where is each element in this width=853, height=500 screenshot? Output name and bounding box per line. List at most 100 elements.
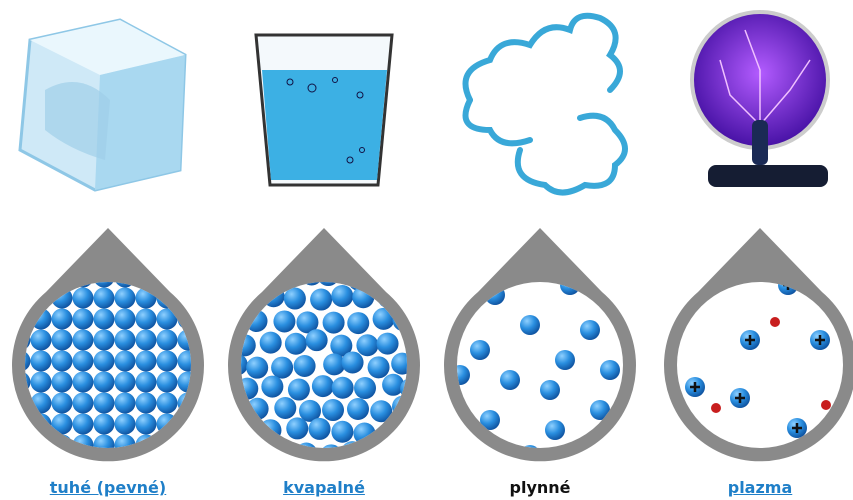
particle xyxy=(545,420,565,440)
particle xyxy=(31,330,52,351)
particle xyxy=(520,315,540,335)
state-link[interactable]: plazma xyxy=(660,478,853,497)
particle xyxy=(332,377,354,399)
particle xyxy=(368,356,390,378)
particle xyxy=(115,372,136,393)
particle xyxy=(10,267,31,288)
particle xyxy=(260,332,282,354)
states-of-matter: tuhé (pevné) kvapalné plynné plazma xyxy=(0,0,853,500)
particle xyxy=(347,312,369,334)
particle xyxy=(31,372,52,393)
particles xyxy=(221,263,430,467)
state-link[interactable]: kvapalné xyxy=(224,478,424,497)
drop-window xyxy=(677,282,843,448)
particle xyxy=(221,266,243,288)
particle xyxy=(271,357,293,379)
particle xyxy=(94,309,115,330)
particle xyxy=(377,333,399,355)
plasma-ball xyxy=(692,12,828,187)
particle xyxy=(52,330,73,351)
particle xyxy=(31,267,52,288)
particle xyxy=(73,330,94,351)
particle xyxy=(228,445,250,467)
particle xyxy=(157,330,178,351)
particle xyxy=(10,288,31,309)
particle xyxy=(356,334,378,356)
particle xyxy=(323,312,345,334)
particle xyxy=(115,414,136,435)
particle xyxy=(408,423,430,445)
particle xyxy=(52,309,73,330)
particle xyxy=(52,372,73,393)
particle xyxy=(402,289,424,311)
particle xyxy=(136,351,157,372)
state-link[interactable]: tuhé (pevné) xyxy=(8,478,208,497)
particle xyxy=(94,288,115,309)
particle xyxy=(249,263,271,285)
state-label: plynné xyxy=(440,478,640,497)
particle xyxy=(310,289,332,311)
particle xyxy=(73,309,94,330)
particle xyxy=(73,351,94,372)
particle xyxy=(31,351,52,372)
particle xyxy=(284,288,306,310)
particle-views xyxy=(10,228,853,467)
particle xyxy=(331,421,353,443)
particle xyxy=(354,377,376,399)
particle xyxy=(555,350,575,370)
particle xyxy=(115,351,136,372)
particle xyxy=(52,393,73,414)
particle xyxy=(178,435,199,456)
particle xyxy=(294,355,316,377)
particle xyxy=(94,372,115,393)
particle xyxy=(246,442,268,464)
particle xyxy=(136,372,157,393)
particle xyxy=(115,309,136,330)
particle xyxy=(261,376,283,398)
particle xyxy=(347,398,369,420)
particle xyxy=(312,375,334,397)
particle xyxy=(157,372,178,393)
electron xyxy=(770,317,780,327)
particle xyxy=(274,397,296,419)
particle xyxy=(94,393,115,414)
particle xyxy=(178,267,199,288)
particle xyxy=(331,285,353,307)
particle xyxy=(306,329,328,351)
particle xyxy=(470,340,490,360)
particle xyxy=(540,380,560,400)
particle xyxy=(288,379,310,401)
particle xyxy=(157,393,178,414)
particle xyxy=(136,309,157,330)
particle xyxy=(246,357,268,379)
particle xyxy=(94,330,115,351)
particle xyxy=(322,399,344,421)
particle xyxy=(10,435,31,456)
particle xyxy=(600,360,620,380)
particle xyxy=(94,414,115,435)
particle xyxy=(73,414,94,435)
particle xyxy=(136,393,157,414)
particle xyxy=(285,333,307,355)
illustrations xyxy=(0,0,853,470)
particle xyxy=(342,351,364,373)
particle xyxy=(500,370,520,390)
gas-cloud xyxy=(466,16,626,193)
electron xyxy=(821,400,831,410)
particle xyxy=(94,351,115,372)
particle xyxy=(115,393,136,414)
particle xyxy=(73,288,94,309)
particle xyxy=(136,330,157,351)
particle xyxy=(394,264,416,286)
particle xyxy=(115,330,136,351)
particle xyxy=(136,414,157,435)
particle xyxy=(52,351,73,372)
particle xyxy=(286,417,308,439)
particle xyxy=(390,439,412,461)
particle xyxy=(157,351,178,372)
particle xyxy=(115,288,136,309)
ice-cube xyxy=(20,20,185,190)
glass xyxy=(256,35,392,185)
particle xyxy=(309,418,331,440)
particle xyxy=(273,310,295,332)
